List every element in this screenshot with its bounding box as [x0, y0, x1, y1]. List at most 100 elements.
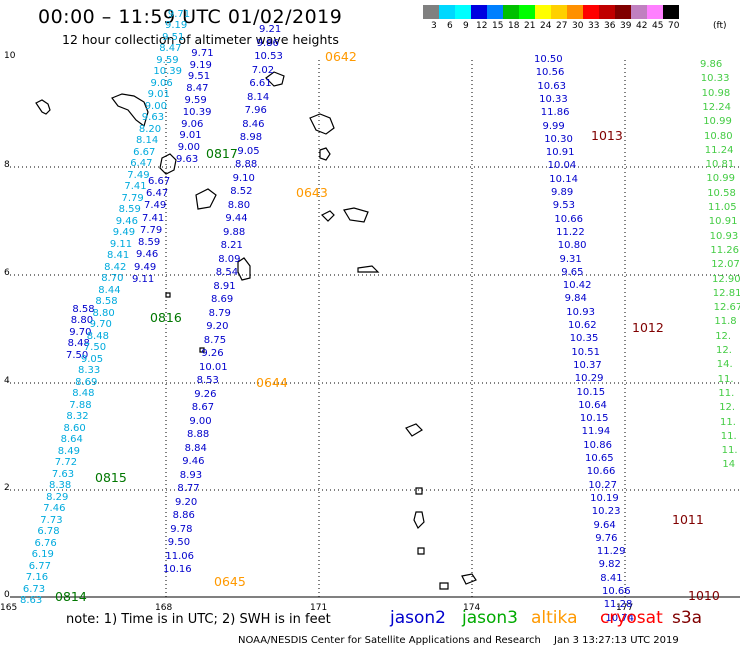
wave-height-value: 8.54 [215, 267, 239, 278]
wave-height-value: 10.29 [574, 373, 604, 385]
pass-time-label: 0816 [150, 310, 182, 325]
wave-height-value: 9.00 [189, 415, 212, 427]
wave-height-value: 10.99 [706, 173, 736, 185]
wave-height-value: 8.32 [66, 411, 89, 422]
wave-height-value: 7.79 [121, 192, 144, 204]
x-tick-label: 174 [463, 603, 481, 613]
wave-height-value: 9.00 [177, 142, 200, 154]
generated-timestamp: Jan 3 13:27:13 UTC 2019 [554, 635, 679, 646]
wave-height-value: 11.28 [603, 599, 633, 611]
wave-height-value: 8.58 [72, 303, 95, 315]
pass-time-label: 1010 [688, 588, 720, 603]
wave-height-value: 12. [716, 345, 732, 356]
pass-time-label: 0817 [206, 146, 238, 161]
wave-height-value: 10.04 [547, 160, 577, 172]
island-outline [165, 292, 171, 298]
wave-height-value: 12.81 [712, 287, 740, 299]
wave-height-value: 11.86 [540, 107, 570, 119]
wave-height-value: 9.31 [559, 253, 582, 265]
wave-height-value: 8.80 [92, 307, 115, 319]
island-outline [319, 147, 331, 161]
color-scale-label: (ft) [713, 21, 727, 31]
wave-height-value: 6.61 [249, 78, 272, 89]
pass-time-label: 0645 [214, 574, 246, 589]
wave-height-value: 8.21 [220, 240, 243, 251]
wave-height-value: 6.76 [34, 537, 57, 549]
color-scale-label: 6 [447, 21, 453, 31]
color-swatch [423, 5, 439, 19]
wave-height-value: 10.62 [568, 320, 597, 331]
color-swatch [439, 5, 455, 19]
pass-time-label: 0814 [55, 589, 87, 604]
color-swatch [663, 5, 679, 19]
color-swatch [567, 5, 583, 19]
island-outline [35, 99, 51, 115]
wave-height-value: 10.65 [585, 453, 614, 464]
island-outline [320, 210, 335, 222]
wave-height-value: 10.01 [199, 361, 228, 373]
y-tick-label: 0 [4, 590, 10, 600]
color-swatch [599, 5, 615, 19]
color-swatch [503, 5, 519, 19]
footer-note: note: 1) Time is in UTC; 2) SWH is in fe… [66, 612, 331, 627]
wave-height-value: 10.91 [545, 147, 575, 159]
wave-height-value: 8.48 [86, 330, 109, 342]
wave-height-value: 10.33 [539, 93, 568, 105]
wave-height-value: 10.14 [549, 173, 578, 185]
wave-height-value: 8.88 [187, 429, 210, 440]
wave-height-value: 9.10 [232, 172, 255, 184]
wave-height-value: 9.78 [170, 523, 193, 535]
wave-height-value: 10.99 [703, 116, 732, 128]
color-swatch [487, 5, 503, 19]
wave-height-value: 7.50 [83, 342, 107, 353]
color-scale-label: 33 [588, 21, 600, 31]
wave-height-value: 11.26 [710, 244, 740, 256]
color-swatch [631, 5, 647, 19]
wave-height-value: 10.33 [700, 73, 730, 85]
wave-height-value: 8.42 [104, 261, 127, 273]
wave-height-value: 10.80 [704, 130, 733, 142]
wave-height-value: 9.70 [69, 326, 92, 338]
wave-height-value: 10.37 [573, 359, 602, 371]
color-swatch [455, 5, 471, 19]
x-tick-label: 168 [155, 603, 173, 613]
pass-time-label: 1012 [632, 320, 664, 335]
wave-height-value: 10.93 [709, 230, 739, 242]
wave-height-value: 8.46 [242, 118, 265, 130]
wave-height-value: 8.59 [118, 204, 141, 215]
wave-height-value: 8.14 [247, 91, 270, 103]
color-scale-label: 36 [604, 21, 616, 31]
wave-height-value: 8.29 [46, 491, 69, 503]
wave-height-value: 9.82 [598, 559, 621, 571]
wave-height-value: 9.44 [225, 213, 248, 224]
wave-height-value: 8.53 [196, 375, 219, 386]
color-scale-label: 24 [540, 21, 552, 31]
wave-height-value: 9.63 [176, 154, 199, 165]
wave-height-value: 9.20 [175, 496, 198, 508]
wave-height-value: 9.63 [141, 112, 165, 123]
color-scale-label: 15 [492, 21, 504, 31]
wave-height-value: 10.80 [557, 240, 587, 252]
wave-height-value: 8.77 [177, 483, 200, 494]
wave-height-value: 7.50 [66, 350, 89, 361]
wave-height-value: 9.19 [189, 59, 212, 71]
wave-height-value: 8.69 [211, 294, 234, 305]
wave-height-value: 8.38 [49, 480, 72, 491]
wave-height-value: 9.76 [595, 532, 618, 544]
credit-line: NOAA/NESDIS Center for Satellite Applica… [238, 635, 541, 646]
island-outline [413, 511, 425, 530]
wave-height-value: 10.98 [701, 87, 731, 99]
island-outline [415, 487, 423, 495]
wave-height-value: 8.60 [63, 422, 86, 434]
wave-height-value: 8.09 [218, 253, 241, 265]
wave-height-value: 11.29 [596, 546, 626, 558]
wave-height-value: 9.71 [167, 8, 191, 20]
wave-height-value: 10.66 [586, 466, 616, 478]
wave-height-value: 11.94 [581, 426, 611, 438]
wave-height-value: 9.19 [165, 20, 188, 31]
wave-height-value: 8.48 [67, 338, 90, 350]
wave-height-value: 12. [719, 402, 736, 414]
color-swatch [551, 5, 567, 19]
wave-height-value: 11.05 [708, 202, 737, 213]
